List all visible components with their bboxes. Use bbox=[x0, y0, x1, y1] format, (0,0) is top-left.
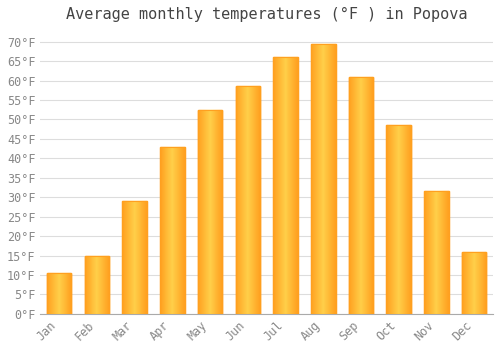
Bar bbox=[198, 110, 222, 314]
Bar bbox=[84, 256, 109, 314]
Bar bbox=[122, 201, 147, 314]
Bar bbox=[424, 191, 448, 314]
Bar bbox=[47, 273, 72, 314]
Bar bbox=[462, 252, 486, 314]
Bar bbox=[160, 147, 184, 314]
Bar bbox=[274, 57, 298, 314]
Bar bbox=[311, 44, 336, 314]
Bar bbox=[386, 125, 411, 314]
Title: Average monthly temperatures (°F ) in Popova: Average monthly temperatures (°F ) in Po… bbox=[66, 7, 468, 22]
Bar bbox=[348, 77, 374, 314]
Bar bbox=[236, 86, 260, 314]
